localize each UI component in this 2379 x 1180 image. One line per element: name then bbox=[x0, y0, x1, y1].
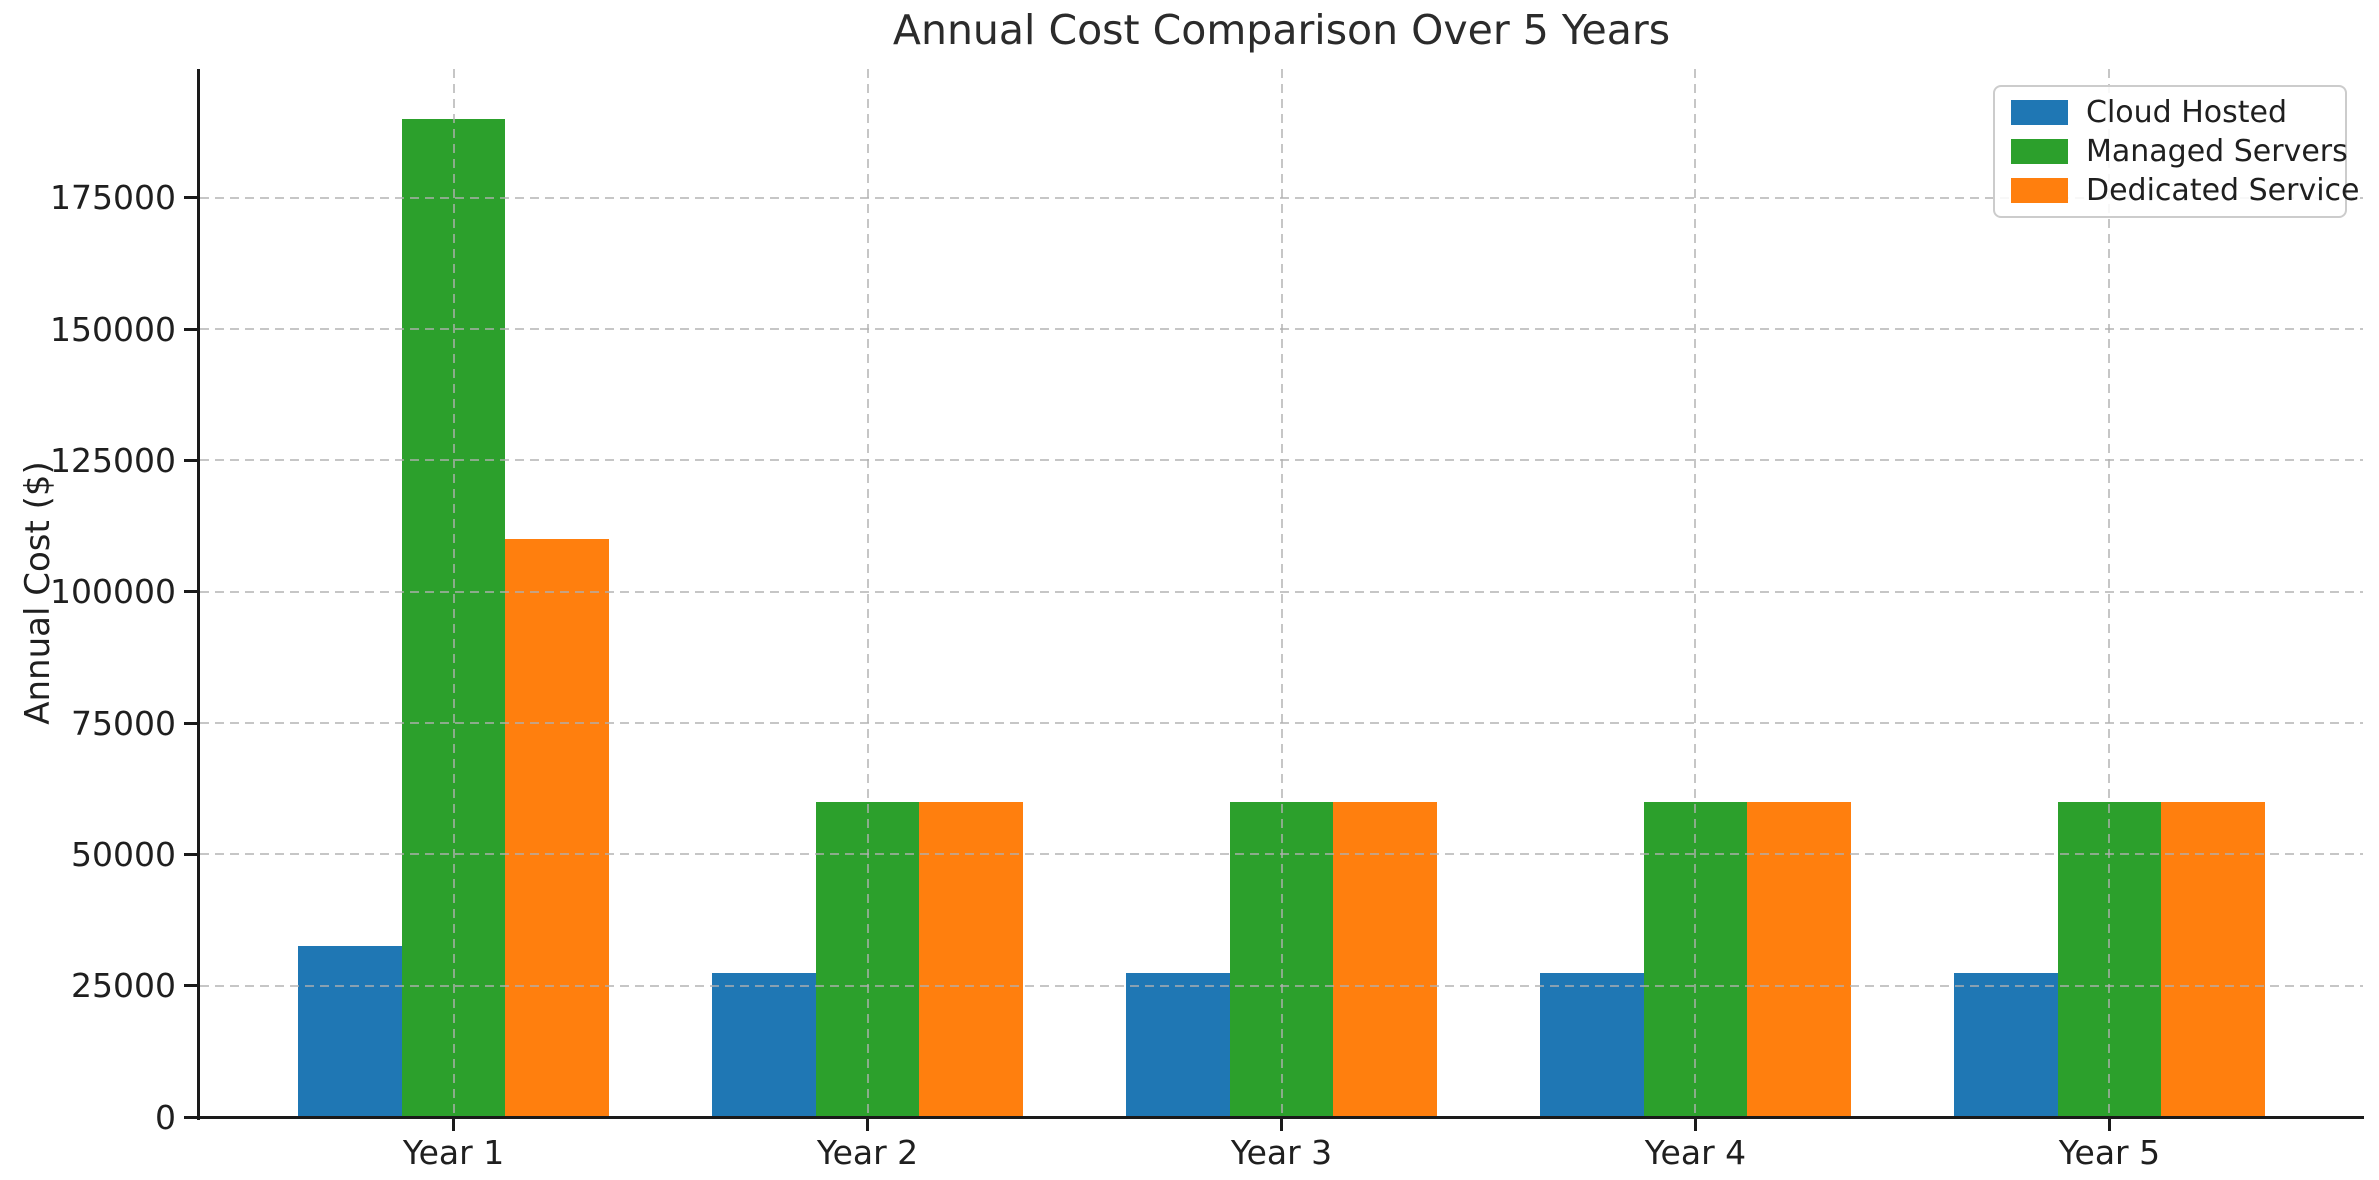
bar-dedicated-service-year-3 bbox=[1333, 801, 1437, 1117]
bar-cloud-hosted-year-2 bbox=[712, 972, 816, 1117]
x-tick-mark bbox=[1693, 1117, 1697, 1131]
x-tick-label-year-2: Year 2 bbox=[816, 1133, 919, 1172]
bar-dedicated-service-year-2 bbox=[919, 801, 1023, 1117]
x-tick-mark bbox=[452, 1117, 456, 1131]
legend-item-dedicated-service: Dedicated Service bbox=[1995, 173, 2360, 208]
bar-cloud-hosted-year-1 bbox=[298, 946, 402, 1117]
legend-item-managed-servers: Managed Servers bbox=[1995, 134, 2348, 169]
y-tick-mark bbox=[184, 852, 198, 856]
y-tick-label: 150000 bbox=[50, 309, 176, 349]
bar-dedicated-service-year-5 bbox=[2161, 801, 2265, 1117]
bar-dedicated-service-year-4 bbox=[1747, 801, 1851, 1117]
x-tick-mark bbox=[866, 1117, 870, 1131]
y-tick-label: 0 bbox=[155, 1097, 176, 1137]
y-tick-label: 175000 bbox=[50, 178, 176, 218]
y-tick-label: 75000 bbox=[71, 703, 176, 743]
y-tick-label: 25000 bbox=[71, 966, 176, 1006]
y-tick-label: 125000 bbox=[50, 440, 176, 480]
y-tick-mark bbox=[184, 984, 198, 988]
chart-title: Annual Cost Comparison Over 5 Years bbox=[892, 6, 1671, 54]
legend-swatch-cloud-hosted bbox=[2011, 100, 2068, 125]
legend-label-managed-servers: Managed Servers bbox=[2086, 134, 2348, 169]
legend-swatch-managed-servers bbox=[2011, 139, 2068, 164]
legend-label-dedicated-service: Dedicated Service bbox=[2086, 173, 2360, 208]
legend-item-cloud-hosted: Cloud Hosted bbox=[1995, 95, 2345, 130]
legend: Cloud Hosted Managed Servers Dedicated Ser… bbox=[1993, 85, 2360, 218]
y-axis-spine bbox=[197, 69, 200, 1120]
vertical-gridline bbox=[2108, 69, 2111, 1117]
y-tick-mark bbox=[184, 721, 198, 725]
y-tick-mark bbox=[184, 590, 198, 594]
x-tick-label-year-5: Year 5 bbox=[2058, 1133, 2161, 1172]
vertical-gridline bbox=[1280, 69, 1283, 1117]
y-tick-mark bbox=[184, 458, 198, 462]
y-tick-mark bbox=[184, 196, 198, 200]
x-tick-mark bbox=[2107, 1117, 2111, 1131]
y-tick-label: 50000 bbox=[71, 834, 176, 874]
vertical-gridline bbox=[866, 69, 869, 1117]
y-tick-mark bbox=[184, 327, 198, 331]
bar-cloud-hosted-year-3 bbox=[1126, 972, 1230, 1117]
x-tick-label-year-1: Year 1 bbox=[402, 1133, 505, 1172]
bar-cloud-hosted-year-5 bbox=[1954, 972, 2058, 1117]
bar-dedicated-service-year-1 bbox=[505, 539, 609, 1117]
vertical-gridline bbox=[1694, 69, 1697, 1117]
bar-cloud-hosted-year-4 bbox=[1540, 972, 1644, 1117]
x-tick-label-year-3: Year 3 bbox=[1230, 1133, 1333, 1172]
y-tick-label: 100000 bbox=[50, 572, 176, 612]
vertical-gridline bbox=[452, 69, 455, 1117]
legend-swatch-dedicated-service bbox=[2011, 178, 2068, 203]
x-tick-label-year-4: Year 4 bbox=[1644, 1133, 1747, 1172]
legend-label-cloud-hosted: Cloud Hosted bbox=[2086, 95, 2288, 130]
y-tick-mark bbox=[184, 1115, 198, 1119]
x-tick-mark bbox=[1280, 1117, 1283, 1131]
